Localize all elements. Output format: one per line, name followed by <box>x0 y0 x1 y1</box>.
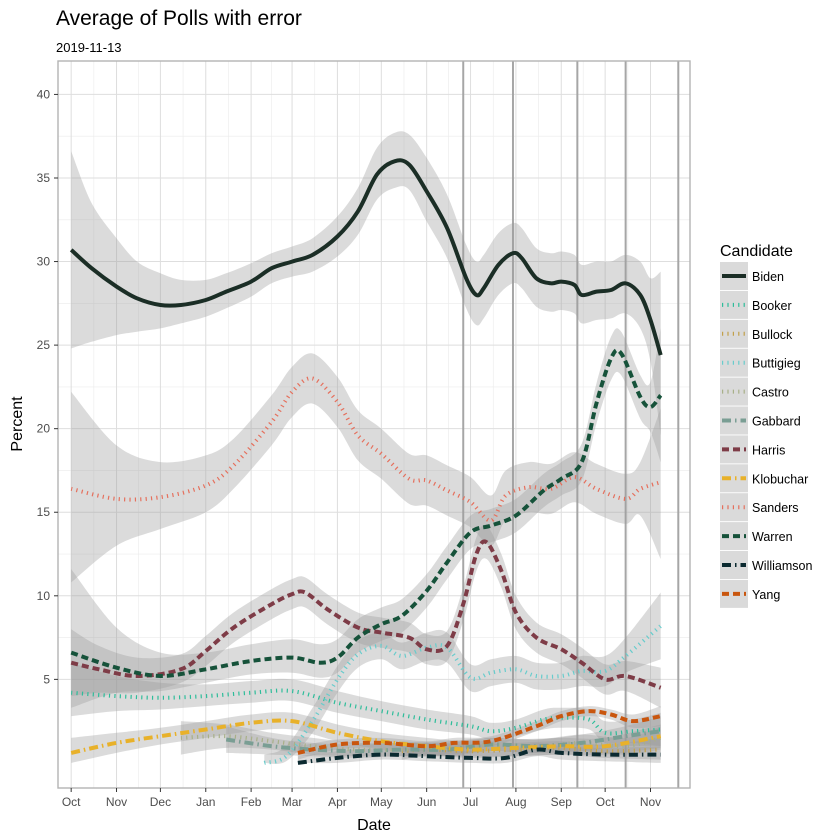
grid-lines <box>58 61 690 788</box>
error-band-harris <box>71 524 661 708</box>
chart-subtitle: 2019-11-13 <box>56 40 122 55</box>
x-tick-label: Apr <box>328 795 347 809</box>
y-tick-label: 25 <box>37 338 51 352</box>
debate-lines <box>462 61 680 788</box>
legend-label-warren: Warren <box>752 530 793 544</box>
x-tick-label: Oct <box>62 795 81 809</box>
error-band-sanders <box>71 353 661 583</box>
series-line-harris <box>70 539 662 690</box>
legend-label-harris: Harris <box>752 443 785 457</box>
plot-border <box>57 60 691 789</box>
legend-title: Candidate <box>720 243 793 260</box>
legend-label-yang: Yang <box>752 588 780 602</box>
x-axis: Oct Nov Dec Jan Feb Mar Apr May Jun Jul Aug Sep Oct N… <box>62 788 661 809</box>
x-tick-label: Nov <box>106 795 127 809</box>
legend-label-castro: Castro <box>752 386 789 400</box>
y-axis-title: Percent <box>9 396 26 452</box>
legend-label-buttigieg: Buttigieg <box>752 357 801 371</box>
series-line-biden <box>69 158 663 356</box>
x-tick-label: Jun <box>417 795 436 809</box>
series-line-klobuchar <box>70 718 662 755</box>
x-tick-label: Jan <box>196 795 215 809</box>
x-tick-label: Aug <box>505 795 526 809</box>
chart-title: Average of Polls with error <box>56 7 302 30</box>
y-tick-label: 15 <box>37 505 51 519</box>
y-tick-label: 20 <box>37 422 51 436</box>
legend-label-booker: Booker <box>752 299 792 313</box>
legend-label-biden: Biden <box>752 270 784 284</box>
legend-label-gabbard: Gabbard <box>752 415 801 429</box>
y-tick-label: 35 <box>37 171 51 185</box>
y-tick-label: 10 <box>37 589 51 603</box>
x-tick-label: Sep <box>551 795 573 809</box>
x-axis-title: Date <box>357 817 391 834</box>
y-tick-label: 40 <box>37 87 51 101</box>
series-line-warren <box>70 348 663 679</box>
x-tick-label: Mar <box>282 795 303 809</box>
series-lines <box>69 158 663 765</box>
legend: Candidate Biden Booker Bullock Buttigieg Cas… <box>720 243 812 608</box>
x-tick-label: Oct <box>596 795 615 809</box>
y-tick-label: 30 <box>37 255 51 269</box>
error-band-booker <box>71 662 661 747</box>
legend-label-williamson: Williamson <box>752 559 812 573</box>
series-line-sanders <box>70 376 662 523</box>
x-tick-label: Dec <box>150 795 171 809</box>
legend-label-bullock: Bullock <box>752 328 793 342</box>
legend-label-klobuchar: Klobuchar <box>752 472 808 486</box>
y-tick-label: 5 <box>43 672 50 686</box>
y-axis: 5 10 15 20 25 30 35 40 <box>37 87 58 686</box>
x-tick-label: Feb <box>241 795 262 809</box>
series-line-williamson <box>297 747 661 765</box>
error-band-buttigieg <box>264 592 661 764</box>
x-tick-label: Nov <box>640 795 661 809</box>
error-band-yang <box>297 706 661 760</box>
x-tick-label: May <box>370 795 393 809</box>
legend-label-sanders: Sanders <box>752 501 799 515</box>
x-tick-label: Jul <box>463 795 478 809</box>
series-line-yang <box>297 709 662 755</box>
series-line-gabbard <box>225 729 661 754</box>
